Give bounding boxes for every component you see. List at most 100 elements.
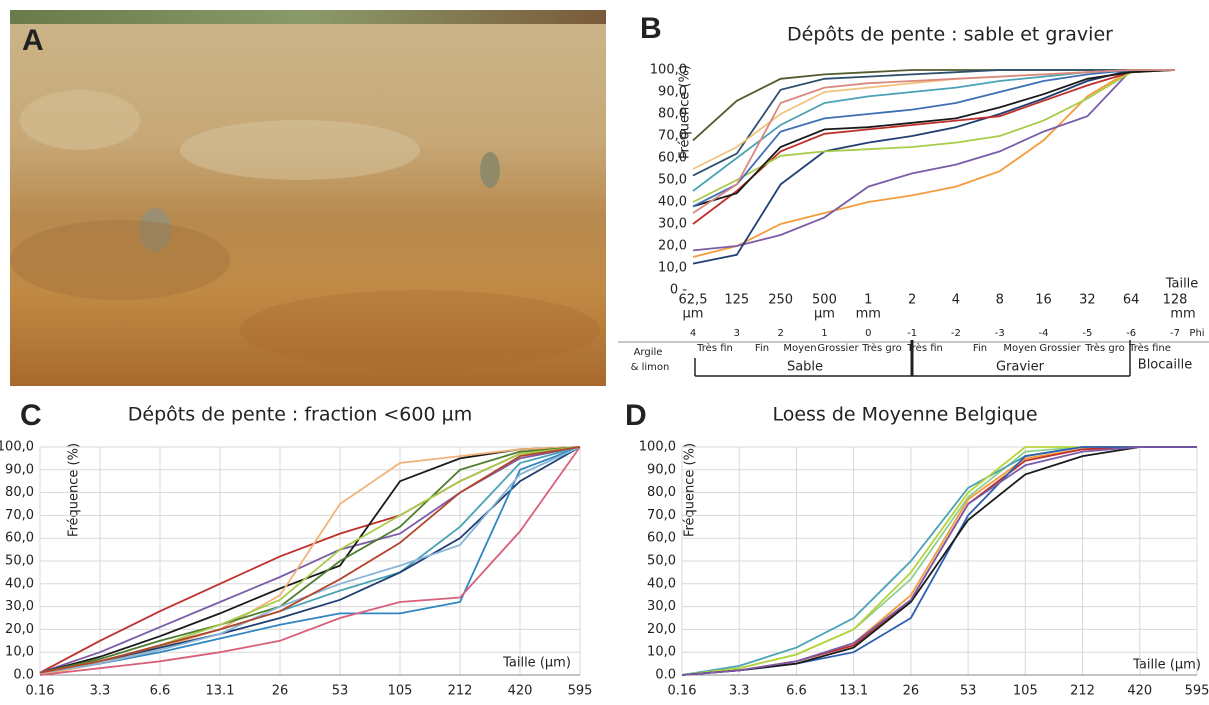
x-tick-label: 16 [1035,293,1052,308]
x-tick-label: 105 [1013,684,1038,699]
x-axis-label: Taille (µm) [1132,658,1201,673]
x-unit-label: mm [1170,307,1195,322]
x-unit-label: µm [814,307,835,322]
x-tick-label: 0.16 [26,684,55,699]
phi-label: -7 [1170,328,1180,339]
series-line [692,69,1175,214]
series-line [681,446,1197,676]
y-tick-label: 60,0 [647,531,676,546]
y-axis-label: Fréquence (%) [678,65,693,159]
phi-label: -4 [1039,328,1049,339]
x-tick-label: 125 [724,293,749,308]
class-label: Très fine [1128,342,1171,354]
series-line [39,446,581,676]
phi-label: 2 [777,328,783,339]
x-tick-label: 0.16 [668,684,697,699]
series-line [692,69,1176,208]
y-tick-label: 100,0 [639,440,676,455]
x-tick-label: 8 [996,293,1004,308]
series-line [692,69,1175,177]
class-label: Très gro [1084,342,1124,354]
series-line [39,446,581,674]
x-tick-label: 250 [768,293,793,308]
x-axis-label: Taille (µm) [502,656,571,671]
y-tick-label: 90,0 [647,462,676,477]
chart-title: Dépôts de pente : fraction <600 µm [128,404,472,426]
y-tick-label: 50,0 [658,173,687,188]
x-tick-label: 595 [568,684,593,699]
y-tick-label: 70,0 [647,508,676,523]
x-tick-label: 53 [960,684,977,699]
class-label: Très fin [906,342,943,354]
phi-label: 0 [865,328,871,339]
phi-label: 4 [690,328,696,339]
y-tick-label: 70,0 [658,129,687,144]
y-axis-label: Fréquence (%) [683,443,698,537]
class-label: Grossier [817,343,859,354]
x-unit-label: mm [856,307,881,322]
y-tick-label: 10,0 [647,645,676,660]
y-tick-label: 30,0 [647,599,676,614]
x-tick-label: 13.1 [839,684,868,699]
x-tick-label: 1 [864,293,872,308]
x-tick-label: 128 [1163,293,1188,308]
y-tick-label: 60,0 [658,151,687,166]
phi-label: 1 [821,328,827,339]
x-tick-label: 4 [952,293,960,308]
y-tick-label: 50,0 [5,554,34,569]
series-line [39,446,581,674]
y-tick-label: 90,0 [5,462,34,477]
phi-label: -1 [907,328,917,339]
x-tick-label: 32 [1079,293,1096,308]
panel-label: A [22,24,44,57]
series-line [692,69,1175,170]
y-tick-label: 80,0 [647,485,676,500]
y-tick-label: 20,0 [647,622,676,637]
phi-label: -3 [995,328,1005,339]
phi-label: 3 [734,328,740,339]
y-tick-label: 30,0 [5,599,34,614]
group-label: Argile [634,347,663,358]
series-line [39,446,581,674]
class-label: Moyen [783,343,816,354]
group-label: Gravier [996,360,1045,375]
x-tick-label: 53 [332,684,349,699]
panel-label: B [640,12,662,45]
series-line [39,446,581,674]
y-tick-label: 40,0 [658,195,687,210]
phi-label: -5 [1082,328,1092,339]
y-tick-label: 0 - [670,283,687,298]
phi-unit: Phi [1189,328,1204,339]
class-label: Moyen [1003,343,1036,354]
y-tick-label: 10,0 [658,261,687,276]
x-tick-label: 26 [903,684,920,699]
phi-label: -2 [951,328,961,339]
x-tick-label: 2 [908,293,916,308]
x-tick-label: 212 [1070,684,1095,699]
y-tick-label: 0.0 [655,668,676,683]
series-line [39,446,581,674]
series-line [39,446,581,674]
photo: A [10,10,606,386]
series-line [692,69,1175,258]
class-label: Grossier [1039,343,1081,354]
panel-label: C [20,399,42,432]
chart-title: Dépôts de pente : sable et gravier [787,24,1113,46]
x-tick-label: 26 [272,684,289,699]
x-tick-label: 420 [1127,684,1152,699]
series-line [39,446,581,674]
y-axis-label: Fréquence (%) [67,443,82,537]
series-line [692,69,1175,208]
y-tick-label: 90,0 [658,85,687,100]
x-tick-label: 212 [448,684,473,699]
series-line [692,69,1176,203]
group-label: Blocaille [1138,358,1192,373]
y-tick-label: 100,0 [0,440,34,455]
chart: D Loess de Moyenne Belgique Fréquence (%) T… [625,399,1209,699]
y-tick-label: 100,0 [650,63,687,78]
chart: B Dépôts de pente : sable et gravier Fréqu… [618,12,1209,377]
series-line [39,446,581,676]
y-tick-label: 10,0 [5,645,34,660]
x-tick-label: 62,5 [679,293,708,308]
series-line [681,446,1197,676]
